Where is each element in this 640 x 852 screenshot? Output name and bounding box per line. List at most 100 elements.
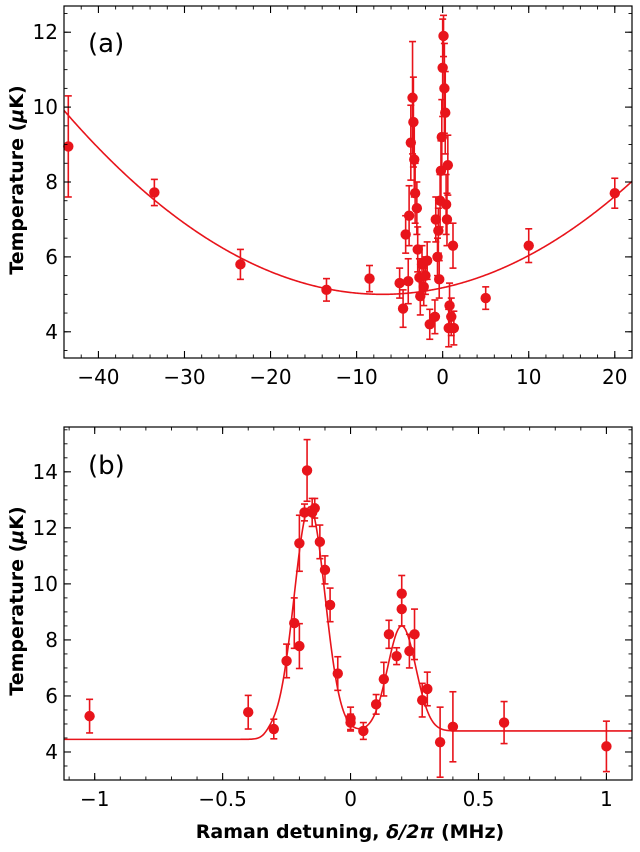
marker bbox=[439, 83, 450, 94]
marker bbox=[403, 210, 415, 221]
marker bbox=[409, 188, 421, 199]
marker bbox=[84, 710, 95, 722]
data-point-a-14 bbox=[409, 162, 421, 224]
data-point-b-17 bbox=[358, 721, 369, 741]
data-point-a-24 bbox=[429, 299, 441, 335]
data-point-b-2 bbox=[268, 718, 280, 740]
data-point-a-42 bbox=[447, 222, 459, 269]
marker bbox=[432, 251, 443, 263]
x-tick-label: 0 bbox=[344, 787, 357, 811]
plot-frame-a bbox=[63, 5, 633, 359]
fit-curve-b bbox=[64, 506, 632, 741]
marker bbox=[281, 655, 292, 667]
marker bbox=[235, 259, 246, 270]
marker bbox=[243, 707, 254, 718]
marker bbox=[437, 62, 448, 73]
panel-label-a: (a) bbox=[88, 29, 124, 59]
data-point-a-22 bbox=[421, 241, 433, 281]
data-point-b-5 bbox=[294, 622, 305, 670]
y-tick-label: 12 bbox=[33, 516, 58, 540]
x-tick-label: 10 bbox=[516, 365, 541, 389]
marker bbox=[301, 465, 313, 476]
marker bbox=[383, 629, 395, 640]
marker bbox=[422, 683, 433, 695]
marker bbox=[433, 225, 444, 236]
x-tick-label: 1 bbox=[600, 787, 613, 811]
data-point-b-30 bbox=[498, 700, 510, 745]
data-point-a-8 bbox=[403, 257, 414, 305]
data-point-b-21 bbox=[391, 646, 402, 666]
marker bbox=[319, 564, 331, 576]
marker bbox=[416, 694, 428, 706]
data-point-b-27 bbox=[422, 671, 433, 707]
marker bbox=[442, 159, 454, 171]
y-tick-label: 14 bbox=[33, 460, 58, 484]
marker bbox=[480, 292, 491, 304]
data-point-b-12 bbox=[319, 555, 331, 585]
x-tick-label: 0 bbox=[436, 365, 449, 389]
data-point-b-16 bbox=[345, 713, 356, 732]
data-point-a-7 bbox=[400, 214, 411, 254]
tick-marks-b bbox=[64, 427, 633, 781]
marker bbox=[397, 303, 409, 314]
marker bbox=[299, 507, 310, 518]
data-point-b-29 bbox=[447, 690, 459, 763]
y-tick-label: 10 bbox=[33, 95, 58, 119]
marker bbox=[294, 640, 305, 652]
data-point-a-11 bbox=[407, 40, 418, 155]
marker bbox=[441, 214, 453, 225]
marker bbox=[324, 599, 336, 611]
data-point-b-23 bbox=[396, 591, 407, 627]
plot-frame-b bbox=[63, 426, 633, 781]
data-point-b-10 bbox=[309, 497, 320, 519]
x-tick-label: −0.5 bbox=[198, 787, 247, 811]
data-point-a-27 bbox=[433, 207, 444, 254]
data-point-b-18 bbox=[370, 693, 382, 715]
marker bbox=[391, 650, 402, 662]
data-point-a-45 bbox=[523, 228, 534, 264]
marker bbox=[400, 229, 411, 240]
marker bbox=[403, 276, 414, 287]
data-point-a-38 bbox=[442, 134, 454, 196]
marker bbox=[294, 538, 305, 549]
y-tick-label: 10 bbox=[33, 572, 58, 596]
marker bbox=[289, 617, 300, 629]
marker bbox=[332, 668, 343, 679]
data-point-b-8 bbox=[301, 438, 313, 503]
marker bbox=[411, 203, 423, 214]
data-point-a-37 bbox=[441, 192, 453, 247]
panel-label-b: (b) bbox=[88, 451, 125, 481]
x-tick-label: 20 bbox=[602, 365, 627, 389]
marker bbox=[420, 270, 431, 281]
fit-curve-a bbox=[64, 109, 632, 296]
marker bbox=[149, 187, 160, 198]
x-tick-label: −10 bbox=[335, 365, 377, 389]
x-tick-label: −20 bbox=[249, 365, 291, 389]
data-point-b-1 bbox=[243, 694, 254, 730]
data-point-a-36 bbox=[440, 173, 452, 236]
marker bbox=[407, 92, 418, 103]
marker bbox=[448, 322, 460, 334]
data-point-b-7 bbox=[299, 503, 310, 522]
data-point-a-28 bbox=[434, 259, 445, 299]
y-axis-title-a: Temperature (μK) bbox=[6, 85, 28, 274]
data-point-a-33 bbox=[438, 14, 449, 58]
marker bbox=[309, 503, 320, 514]
data-point-b-19 bbox=[378, 661, 390, 697]
data-points-layer-a bbox=[63, 14, 620, 348]
marker bbox=[345, 717, 356, 728]
y-tick-label: 12 bbox=[33, 20, 58, 44]
y-tick-labels-a: 4 6 8 10 12 bbox=[33, 20, 58, 344]
data-point-b-25 bbox=[409, 608, 420, 661]
data-point-b-13 bbox=[324, 587, 336, 623]
data-point-b-31 bbox=[601, 720, 612, 773]
data-point-b-28 bbox=[434, 706, 446, 778]
data-point-a-35 bbox=[440, 70, 451, 155]
marker bbox=[314, 536, 326, 548]
marker bbox=[370, 699, 382, 710]
data-point-b-24 bbox=[404, 633, 415, 669]
data-point-b-14 bbox=[332, 655, 343, 692]
y-tick-label: 8 bbox=[45, 628, 58, 652]
marker bbox=[63, 141, 74, 152]
data-point-a-9 bbox=[403, 184, 415, 247]
